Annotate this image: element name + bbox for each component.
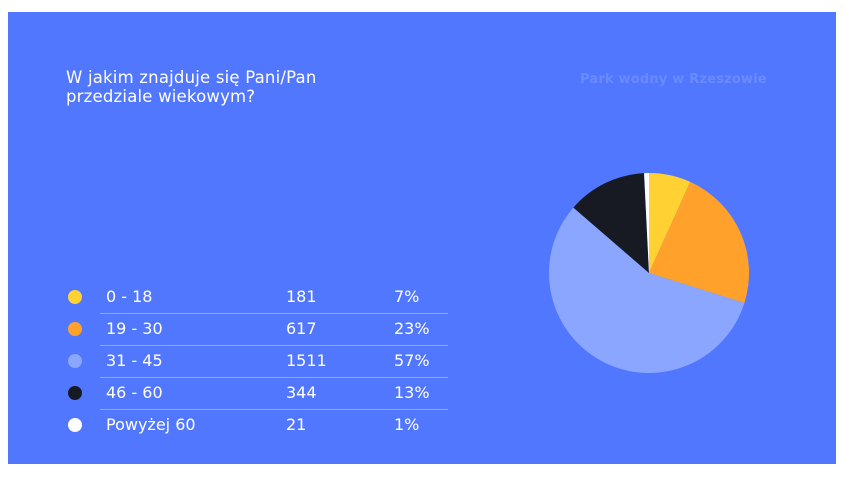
legend-percent: 7% (394, 287, 420, 306)
pie-chart (549, 173, 750, 373)
legend-row: 19 - 30 617 23% (68, 314, 448, 346)
legend-count: 344 (286, 383, 317, 402)
brand-label: Park wodny w Rzeszowie (580, 72, 767, 87)
pie-slice-powyżej-60 (644, 173, 649, 273)
legend-row: 31 - 45 1511 57% (68, 346, 448, 378)
legend-dot-icon (68, 354, 82, 368)
legend-count: 617 (286, 319, 317, 338)
pie-slice-46-60 (573, 173, 649, 273)
divider (100, 377, 448, 378)
legend-percent: 23% (394, 319, 430, 338)
legend-label: Powyżej 60 (106, 415, 196, 434)
divider (100, 409, 448, 410)
pie-slice-19-30 (649, 181, 750, 303)
divider (100, 345, 448, 346)
legend-percent: 1% (394, 415, 420, 434)
legend-count: 1511 (286, 351, 327, 370)
question-title: W jakim znajduje się Pani/Pan przedziale… (66, 68, 317, 106)
legend-dot-icon (68, 386, 82, 400)
legend-percent: 13% (394, 383, 430, 402)
legend-count: 21 (286, 415, 307, 434)
legend-count: 181 (286, 287, 317, 306)
divider (100, 313, 448, 314)
legend-row: 46 - 60 344 13% (68, 378, 448, 410)
legend-row: Powyżej 60 21 1% (68, 410, 448, 442)
legend-dot-icon (68, 322, 82, 336)
pie-slice-0-18 (649, 173, 691, 273)
legend-label: 31 - 45 (106, 351, 163, 370)
pie-slice-31-45 (549, 207, 745, 373)
legend-dot-icon (68, 418, 82, 432)
legend-label: 19 - 30 (106, 319, 163, 338)
slide: W jakim znajduje się Pani/Pan przedziale… (8, 12, 836, 464)
legend-label: 0 - 18 (106, 287, 153, 306)
legend-label: 46 - 60 (106, 383, 163, 402)
legend: 0 - 18 181 7% 19 - 30 617 23% 31 - 45 15… (68, 282, 448, 442)
legend-row: 0 - 18 181 7% (68, 282, 448, 314)
legend-dot-icon (68, 290, 82, 304)
legend-percent: 57% (394, 351, 430, 370)
